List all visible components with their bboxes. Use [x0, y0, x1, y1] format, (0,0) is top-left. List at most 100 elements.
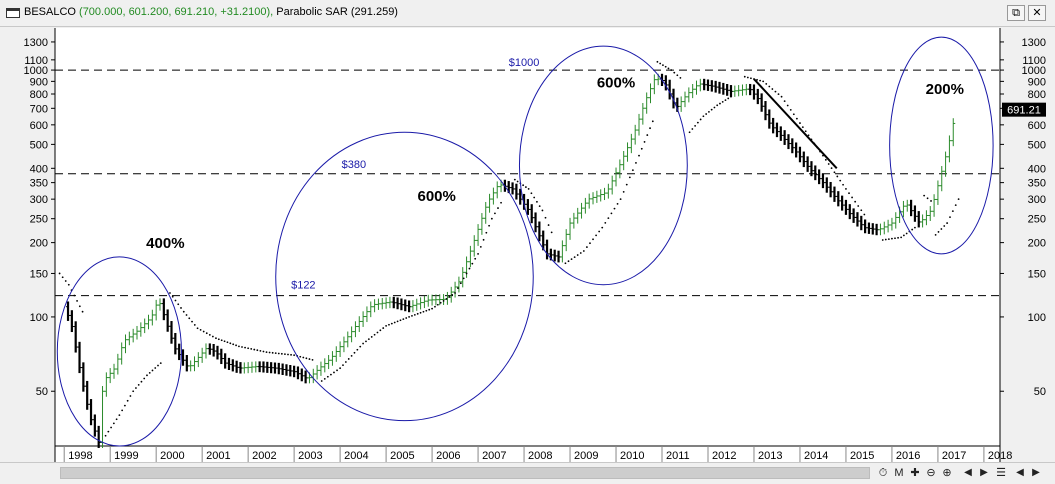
sar-dot	[595, 234, 597, 237]
sar-dot	[954, 204, 957, 207]
sar-dot	[923, 194, 926, 197]
y-tick-label-right: 100	[1028, 312, 1046, 324]
x-tick-label: 1999	[114, 450, 138, 462]
status-icon[interactable]: ⏱	[878, 467, 888, 479]
sar-dot	[940, 228, 943, 230]
scroll-left-icon[interactable]: ◀	[1016, 467, 1024, 478]
move-icon[interactable]: ✚	[910, 467, 920, 479]
y-tick-label-left: 900	[30, 76, 48, 88]
chart-style-icon[interactable]: M	[894, 467, 904, 479]
sar-dot	[926, 197, 929, 200]
sar-dot	[524, 186, 527, 188]
sar-dot	[302, 356, 305, 359]
sar-dot	[293, 354, 296, 357]
x-tick-label: 2017	[942, 450, 966, 462]
sar-dot	[436, 303, 439, 306]
sar-dot	[659, 62, 662, 65]
sar-dot	[721, 100, 724, 103]
sar-dot	[860, 209, 863, 212]
sar-dot	[490, 217, 493, 220]
sar-dot	[457, 287, 459, 290]
x-tick-label: 2006	[436, 450, 460, 462]
sar-dot	[894, 237, 896, 240]
sar-dot	[854, 200, 857, 203]
sar-dot	[419, 311, 422, 314]
sar-dot	[640, 147, 643, 150]
sar-dot	[235, 344, 237, 347]
ohlc-values: (700.000, 601.200, 691.210, +31.2100),	[79, 6, 274, 18]
sar-dot	[268, 351, 271, 354]
sar-dot	[592, 238, 594, 241]
sar-dot	[413, 313, 416, 316]
sar-dot	[110, 426, 113, 429]
zoom-in-icon[interactable]: ⊕	[942, 467, 952, 479]
sar-dot	[845, 188, 847, 190]
y-tick-label-left: 600	[30, 120, 48, 132]
sar-dot	[713, 106, 716, 109]
sar-dot	[370, 336, 373, 338]
sar-dot	[396, 320, 399, 323]
gain-annotation: 600%	[597, 74, 635, 91]
sar-dot	[229, 342, 232, 345]
sar-dot	[388, 323, 390, 326]
sar-dot	[311, 358, 314, 361]
sar-dot	[121, 409, 124, 412]
scrollbar-thumb[interactable]	[60, 467, 870, 479]
chart-area[interactable]: 50 50 100 100 150 150 200 200 250 250 300 300 350 350…	[0, 28, 1055, 462]
sar-dot	[104, 434, 107, 437]
scroll-right-icon[interactable]: ▶	[1032, 467, 1040, 478]
sar-dot	[699, 118, 702, 121]
sar-dot	[619, 198, 622, 201]
sar-dot	[762, 80, 765, 83]
chart-title: BESALCO (700.000, 601.200, 691.210, +31.…	[24, 6, 398, 18]
nav-right-icon[interactable]: ▶	[980, 467, 988, 478]
sar-dot	[585, 246, 588, 248]
sar-dot	[342, 364, 344, 366]
y-tick-label-left: 400	[30, 163, 48, 175]
sar-dot	[897, 236, 899, 239]
close-window-icon[interactable]: ✕	[1028, 5, 1046, 21]
sar-dot	[601, 226, 604, 229]
sar-dot	[851, 196, 853, 199]
sar-dot	[670, 69, 673, 71]
y-tick-label-right: 500	[1028, 139, 1046, 151]
y-tick-label-right: 250	[1028, 214, 1046, 226]
y-tick-label-left: 50	[36, 386, 48, 398]
x-tick-label: 2014	[804, 450, 828, 462]
sar-dot	[333, 371, 335, 374]
sar-dot	[362, 342, 365, 345]
price-chart[interactable]: 50 50 100 100 150 150 200 200 250 250 300 300 350 350…	[0, 28, 1055, 462]
sar-dot	[863, 213, 866, 216]
sar-dot	[676, 74, 679, 77]
settings-icon[interactable]: ☰	[996, 467, 1006, 479]
restore-window-icon[interactable]: ⧉	[1007, 5, 1025, 21]
sar-dot	[399, 319, 402, 322]
plot-background	[55, 28, 1000, 462]
zoom-out-icon[interactable]: ⊖	[926, 467, 936, 479]
sar-dot	[485, 231, 488, 234]
sar-dot	[576, 254, 579, 256]
sar-dot	[833, 171, 836, 174]
sar-dot	[78, 305, 81, 308]
sar-dot	[708, 110, 710, 113]
sar-dot	[174, 299, 177, 302]
y-tick-label-right: 600	[1028, 120, 1046, 132]
sar-dot	[439, 301, 442, 304]
nav-left-icon[interactable]: ◀	[964, 467, 972, 478]
sar-dot	[900, 236, 903, 239]
sar-dot	[673, 71, 676, 74]
sar-dot	[902, 234, 905, 237]
sar-dot	[544, 216, 547, 219]
sar-dot	[359, 345, 362, 348]
sar-dot	[783, 100, 786, 103]
x-tick-label: 2011	[666, 450, 690, 462]
sar-dot	[140, 380, 143, 383]
y-tick-label-left: 200	[30, 238, 48, 250]
y-tick-label-left: 1000	[24, 65, 48, 77]
sar-dot	[957, 198, 960, 201]
sar-dot	[807, 134, 810, 137]
sar-dot	[679, 76, 682, 79]
sar-dot	[730, 95, 732, 98]
sar-dot	[356, 348, 359, 351]
sar-dot	[422, 310, 425, 313]
